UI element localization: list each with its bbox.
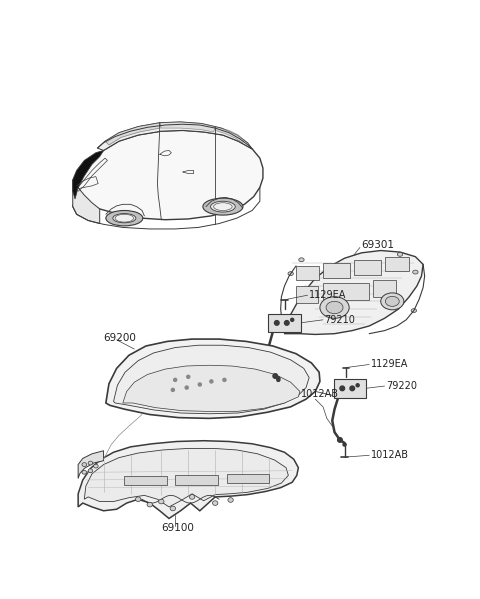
Ellipse shape — [385, 297, 399, 306]
Polygon shape — [73, 180, 100, 223]
Ellipse shape — [190, 495, 195, 499]
Circle shape — [273, 374, 277, 379]
Ellipse shape — [113, 214, 136, 223]
Polygon shape — [285, 250, 423, 334]
Circle shape — [275, 320, 279, 325]
Polygon shape — [78, 450, 104, 479]
Ellipse shape — [94, 464, 98, 468]
Ellipse shape — [214, 203, 232, 210]
FancyBboxPatch shape — [268, 314, 300, 332]
Circle shape — [198, 383, 201, 386]
Ellipse shape — [320, 297, 349, 318]
Circle shape — [185, 386, 188, 389]
Ellipse shape — [88, 461, 93, 465]
FancyBboxPatch shape — [175, 476, 217, 485]
Polygon shape — [123, 365, 300, 412]
FancyBboxPatch shape — [323, 263, 350, 279]
Ellipse shape — [288, 324, 293, 328]
Circle shape — [171, 388, 174, 391]
Ellipse shape — [381, 293, 404, 310]
Polygon shape — [78, 441, 299, 519]
FancyBboxPatch shape — [384, 257, 409, 271]
Polygon shape — [106, 339, 320, 418]
Text: 1129EA: 1129EA — [371, 359, 408, 370]
Circle shape — [277, 379, 280, 382]
Polygon shape — [198, 391, 230, 401]
Text: 1012AB: 1012AB — [371, 450, 409, 461]
Polygon shape — [105, 123, 160, 145]
FancyBboxPatch shape — [227, 474, 269, 483]
Ellipse shape — [170, 506, 176, 511]
Polygon shape — [97, 122, 252, 150]
Circle shape — [187, 375, 190, 379]
Circle shape — [343, 443, 346, 446]
Text: 1012AB: 1012AB — [301, 389, 339, 399]
Ellipse shape — [106, 210, 143, 226]
FancyBboxPatch shape — [296, 286, 318, 303]
FancyBboxPatch shape — [296, 266, 319, 280]
Circle shape — [210, 380, 213, 383]
Ellipse shape — [397, 252, 403, 256]
Circle shape — [223, 379, 226, 382]
Ellipse shape — [82, 470, 86, 474]
Ellipse shape — [158, 499, 164, 504]
Text: 69200: 69200 — [104, 332, 136, 343]
Text: 1129EA: 1129EA — [309, 290, 347, 300]
Ellipse shape — [211, 201, 235, 212]
Ellipse shape — [203, 198, 243, 215]
Text: 69301: 69301 — [361, 240, 395, 250]
Text: 69100: 69100 — [161, 523, 194, 533]
Polygon shape — [84, 449, 288, 507]
Ellipse shape — [213, 501, 218, 506]
Ellipse shape — [326, 301, 343, 314]
Circle shape — [291, 318, 294, 321]
Ellipse shape — [288, 272, 293, 276]
Polygon shape — [73, 150, 104, 199]
Ellipse shape — [135, 497, 141, 501]
FancyBboxPatch shape — [334, 379, 366, 398]
Polygon shape — [114, 345, 309, 414]
Circle shape — [277, 377, 280, 380]
Circle shape — [340, 386, 345, 391]
Ellipse shape — [413, 270, 418, 274]
Polygon shape — [160, 122, 215, 132]
FancyBboxPatch shape — [323, 283, 369, 300]
Ellipse shape — [147, 503, 153, 507]
Text: 79220: 79220 — [386, 381, 417, 391]
Circle shape — [356, 384, 359, 387]
Ellipse shape — [299, 258, 304, 262]
Ellipse shape — [228, 498, 233, 503]
Circle shape — [350, 386, 355, 391]
FancyBboxPatch shape — [373, 280, 396, 297]
Circle shape — [174, 379, 177, 382]
FancyBboxPatch shape — [354, 260, 381, 275]
FancyBboxPatch shape — [124, 476, 167, 485]
Circle shape — [337, 438, 342, 442]
Ellipse shape — [411, 308, 417, 313]
Ellipse shape — [82, 462, 86, 467]
Ellipse shape — [115, 214, 133, 222]
Circle shape — [285, 320, 289, 325]
Polygon shape — [73, 131, 263, 220]
Text: 79210: 79210 — [324, 315, 355, 325]
Ellipse shape — [88, 469, 93, 473]
Polygon shape — [215, 126, 244, 143]
